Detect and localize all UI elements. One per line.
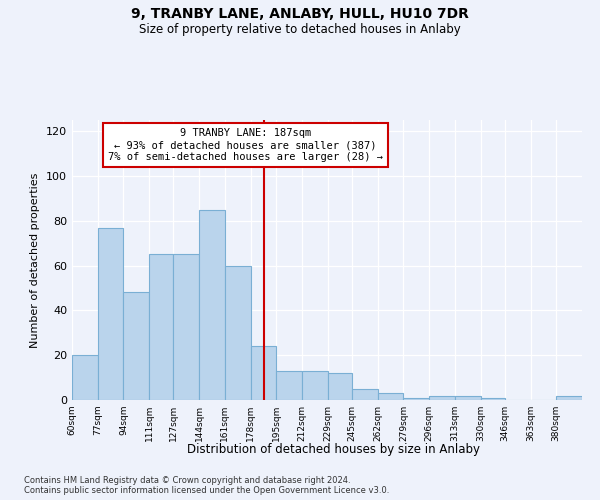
Bar (352, 389, 377, 400)
Y-axis label: Number of detached properties: Number of detached properties (31, 172, 40, 348)
Text: Size of property relative to detached houses in Anlaby: Size of property relative to detached ho… (139, 22, 461, 36)
Bar (455, 396, 481, 400)
Bar (556, 396, 582, 400)
Bar (149, 254, 173, 400)
Bar (277, 371, 302, 400)
Bar (98, 228, 124, 400)
Bar (72, 355, 98, 400)
Bar (377, 394, 403, 400)
Text: Contains HM Land Registry data © Crown copyright and database right 2024.
Contai: Contains HM Land Registry data © Crown c… (24, 476, 389, 495)
Text: Distribution of detached houses by size in Anlaby: Distribution of detached houses by size … (187, 442, 479, 456)
Bar (173, 254, 199, 400)
Bar (429, 396, 455, 400)
Text: 9, TRANBY LANE, ANLABY, HULL, HU10 7DR: 9, TRANBY LANE, ANLABY, HULL, HU10 7DR (131, 8, 469, 22)
Bar (225, 266, 251, 400)
Text: 9 TRANBY LANE: 187sqm
← 93% of detached houses are smaller (387)
7% of semi-deta: 9 TRANBY LANE: 187sqm ← 93% of detached … (108, 128, 383, 162)
Bar (124, 292, 149, 400)
Bar (328, 373, 352, 400)
Bar (403, 398, 429, 400)
Bar (251, 346, 277, 400)
Bar (302, 371, 328, 400)
Bar (481, 398, 505, 400)
Bar (199, 210, 225, 400)
